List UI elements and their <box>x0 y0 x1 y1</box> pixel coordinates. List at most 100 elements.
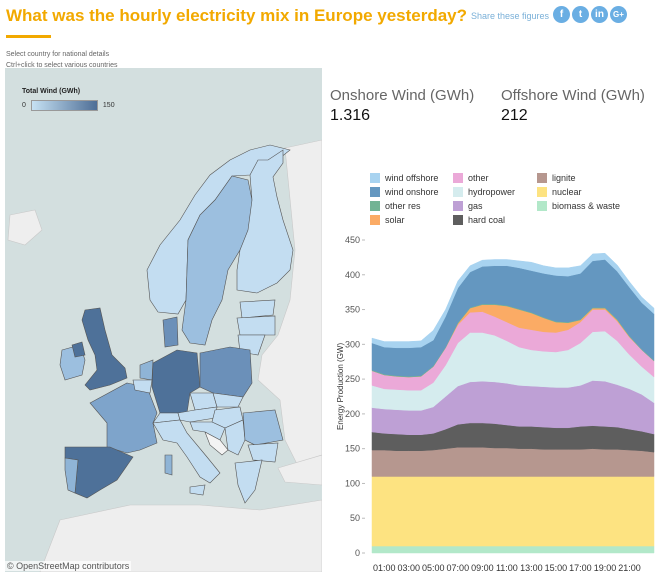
y-tick-label: 50 <box>350 513 360 523</box>
y-tick-label: 200 <box>345 409 360 419</box>
legend-swatch <box>453 187 463 197</box>
map-legend-title: Total Wind (GWh) <box>22 88 81 95</box>
y-tick-label: 100 <box>345 478 360 488</box>
legend-label: other res <box>385 201 421 211</box>
map-legend-gradient <box>30 100 98 111</box>
x-tick-label: 03:00 <box>398 563 421 573</box>
legend-item-other[interactable]: other <box>453 173 489 183</box>
legend-swatch <box>537 187 547 197</box>
map-legend: Total Wind (GWh) 0 150 <box>22 88 115 111</box>
legend-swatch <box>370 215 380 225</box>
country-france[interactable] <box>89 382 158 454</box>
legend-item-lignite[interactable]: lignite <box>537 173 576 183</box>
hint-select-country: Select country for national details <box>6 51 110 58</box>
country-greece[interactable] <box>234 459 263 504</box>
country-sardinia[interactable] <box>164 454 173 476</box>
google-plus-icon[interactable]: G+ <box>610 6 627 23</box>
legend-item-hard-coal[interactable]: hard coal <box>453 215 505 225</box>
legend-label: wind onshore <box>385 187 439 197</box>
legend-label: gas <box>468 201 483 211</box>
country-finland[interactable] <box>236 149 294 294</box>
area-lignite[interactable] <box>371 447 655 477</box>
kpi-onshore-label: Onshore Wind (GWh) <box>330 87 475 104</box>
legend-label: lignite <box>552 173 576 183</box>
country-serbia[interactable] <box>224 419 246 456</box>
legend-label: hard coal <box>468 215 506 225</box>
legend-label: nuclear <box>552 187 582 197</box>
map-legend-max: 150 <box>102 102 115 109</box>
area-wind-offshore[interactable] <box>371 252 655 349</box>
area-biomass-waste[interactable] <box>371 545 655 554</box>
legend-swatch <box>453 173 463 183</box>
country-romania[interactable] <box>242 409 284 446</box>
x-tick-label: 15:00 <box>545 563 568 573</box>
legend-label: hydropower <box>468 187 516 197</box>
background-land <box>7 139 322 572</box>
energy-area-chart: 0 50 100 150 200 250 300 350 400 450 01:00 03:00 05:… <box>336 235 655 573</box>
map-legend-min: 0 <box>22 102 26 109</box>
x-tick-label: 13:00 <box>520 563 543 573</box>
legend-label: wind offshore <box>385 173 439 183</box>
country-belgium[interactable] <box>132 379 153 394</box>
x-tick-label: 21:00 <box>618 563 641 573</box>
title-underline <box>6 35 51 38</box>
linkedin-icon[interactable]: in <box>591 6 608 23</box>
legend-swatch <box>370 173 380 183</box>
country-uk[interactable] <box>81 307 128 391</box>
legend-label: solar <box>385 215 405 225</box>
legend-swatch <box>537 173 547 183</box>
country-bosnia[interactable] <box>204 431 229 456</box>
legend-item-gas[interactable]: gas <box>453 201 483 211</box>
legend-swatch <box>370 201 380 211</box>
country-sicily[interactable] <box>189 484 206 496</box>
country-latvia[interactable] <box>236 315 276 336</box>
x-tick-label: 17:00 <box>569 563 592 573</box>
legend-item-wind-offshore[interactable]: wind offshore <box>370 173 438 183</box>
country-portugal[interactable] <box>64 457 79 494</box>
legend-item-solar[interactable]: solar <box>370 215 405 225</box>
x-tick-label: 19:00 <box>594 563 617 573</box>
country-netherlands[interactable] <box>139 359 154 381</box>
y-tick-label: 400 <box>345 270 360 280</box>
map-attribution[interactable]: © OpenStreetMap contributors <box>5 561 132 571</box>
y-tick-label: 450 <box>345 235 360 245</box>
twitter-icon[interactable]: t <box>572 6 589 23</box>
y-tick-label: 150 <box>345 444 360 454</box>
europe-map[interactable] <box>5 68 322 572</box>
facebook-icon[interactable]: f <box>553 6 570 23</box>
hint-ctrl-click: Ctrl+click to select various countries <box>6 62 118 69</box>
legend-item-wind-onshore[interactable]: wind onshore <box>370 187 439 197</box>
kpi-onshore-value: 1.316 <box>330 107 371 124</box>
share-label: Share these figures <box>471 11 550 21</box>
country-bulgaria[interactable] <box>247 442 279 463</box>
legend-item-biomass-waste[interactable]: biomass & waste <box>537 201 620 211</box>
legend-item-hydropower[interactable]: hydropower <box>453 187 515 197</box>
x-tick-label: 05:00 <box>422 563 445 573</box>
y-axis-label: Energy Production (GW) <box>336 343 345 430</box>
country-estonia[interactable] <box>239 299 276 319</box>
legend-swatch <box>537 201 547 211</box>
legend-item-other-res[interactable]: other res <box>370 201 421 211</box>
x-tick-label: 09:00 <box>471 563 494 573</box>
legend-swatch <box>453 215 463 225</box>
country-italy[interactable] <box>152 419 221 484</box>
y-tick-label: 350 <box>345 305 360 315</box>
country-sweden[interactable] <box>181 175 253 346</box>
legend-item-nuclear[interactable]: nuclear <box>537 187 582 197</box>
legend-label: other <box>468 173 489 183</box>
legend-swatch <box>453 201 463 211</box>
page-title: What was the hourly electricity mix in E… <box>6 6 468 25</box>
legend-label: biomass & waste <box>552 201 621 211</box>
country-poland[interactable] <box>199 346 253 398</box>
legend-swatch <box>370 187 380 197</box>
kpi-offshore-value: 212 <box>501 107 528 124</box>
country-denmark[interactable] <box>162 316 179 348</box>
x-tick-label: 11:00 <box>496 563 518 573</box>
country-northern-ireland[interactable] <box>71 341 86 358</box>
y-tick-label: 250 <box>345 374 360 384</box>
area-nuclear[interactable] <box>371 476 655 547</box>
map-svg[interactable] <box>5 68 322 572</box>
x-tick-label: 01:00 <box>373 563 396 573</box>
y-tick-label: 300 <box>345 339 360 349</box>
kpi-offshore-label: Offshore Wind (GWh) <box>501 87 645 104</box>
